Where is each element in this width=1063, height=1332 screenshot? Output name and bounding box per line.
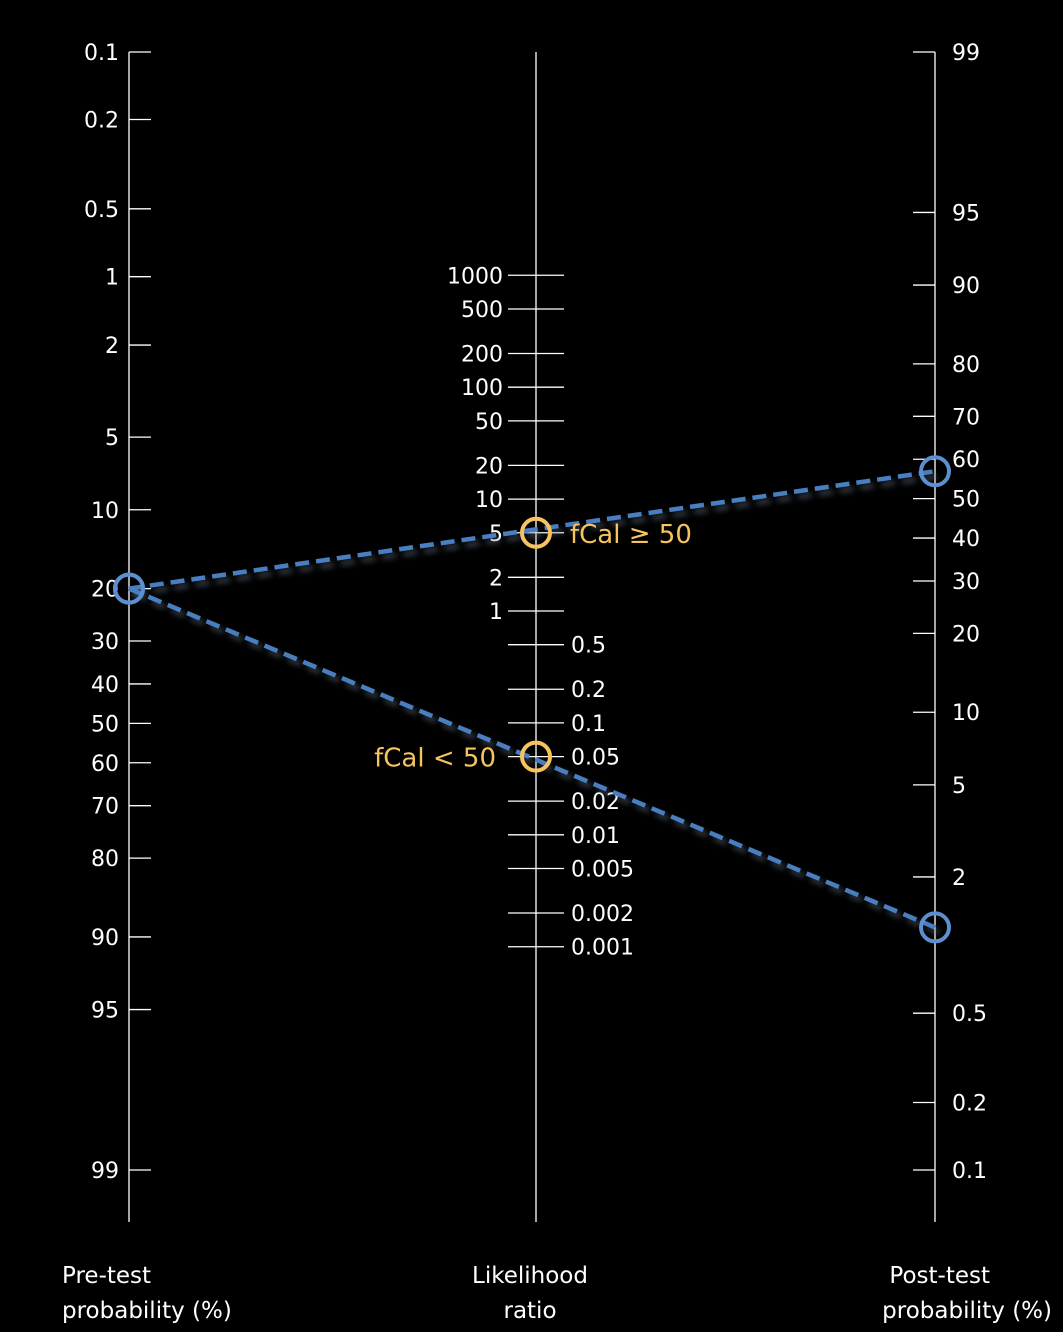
lr-tick-label: 50 (475, 410, 503, 435)
pretest-tick-label: 99 (91, 1159, 119, 1184)
lr-tick-label: 0.05 (571, 746, 620, 771)
series-annotation: fCal ≥ 50 (570, 520, 692, 550)
pretest-tick-label: 50 (91, 712, 119, 737)
lr-tick-label: 100 (461, 376, 503, 401)
posttest-tick-label: 30 (952, 570, 980, 595)
axis-titles-layer: Pre-test probability (%) Likelihood ratio Po… (62, 1263, 1052, 1324)
pretest-axis-title-line: probability (%) (62, 1298, 232, 1324)
lr-axis-title-line: Likelihood (472, 1263, 588, 1289)
posttest-tick-label: 95 (952, 201, 980, 226)
lr-tick-label: 0.005 (571, 858, 634, 883)
posttest-tick-label: 5 (952, 774, 966, 799)
posttest-tick-label: 80 (952, 353, 980, 378)
lr-tick-label: 500 (461, 298, 503, 323)
posttest-point (919, 911, 951, 944)
posttest-tick-label: 2 (952, 866, 966, 891)
posttest-tick-label: 0.2 (952, 1092, 987, 1117)
series-annotation: fCal < 50 (374, 744, 496, 774)
pretest-tick-label: 1 (105, 266, 119, 291)
lr-tick-label: 0.001 (571, 936, 634, 961)
lr-axis-title-line: ratio (503, 1298, 556, 1324)
pretest-tick-label: 80 (91, 847, 119, 872)
lr-tick-label: 0.5 (571, 634, 606, 659)
lr-tick-label: 1 (489, 600, 503, 625)
pretest-tick-label: 95 (91, 999, 119, 1024)
posttest-tick-label: 20 (952, 622, 980, 647)
posttest-tick-label: 99 (952, 41, 980, 66)
pretest-tick-label: 40 (91, 673, 119, 698)
posttest-axis-title-line: probability (%) (882, 1298, 1052, 1324)
pretest-tick-label: 90 (91, 926, 119, 951)
posttest-tick-label: 90 (952, 274, 980, 299)
posttest-tick-label: 10 (952, 701, 980, 726)
posttest-axis-title-line: Post-test (889, 1263, 990, 1289)
posttest-point (919, 455, 951, 488)
posttest-tick-label: 50 (952, 488, 980, 513)
lr-tick-label: 0.002 (571, 902, 634, 927)
lr-tick-label: 0.01 (571, 824, 620, 849)
posttest-tick-label: 40 (952, 527, 980, 552)
result-line (128, 469, 936, 591)
markers-layer (113, 455, 951, 944)
pretest-tick-label: 70 (91, 795, 119, 820)
pretest-tick-label: 30 (91, 630, 119, 655)
pretest-axis-title-line: Pre-test (62, 1263, 151, 1289)
pretest-tick-label: 2 (105, 334, 119, 359)
posttest-tick-label: 0.5 (952, 1002, 987, 1027)
annotations-layer: fCal ≥ 50 fCal < 50 (374, 520, 692, 774)
lr-tick-label: 0.2 (571, 678, 606, 703)
posttest-tick-label: 70 (952, 405, 980, 430)
lr-tick-label: 2 (489, 566, 503, 591)
axes-layer: 0.1 0.2 0.5 1 2 5 10 20 30 40 50 60 70 80 90 95 99 99 95 90… (84, 41, 987, 1222)
posttest-tick-label: 60 (952, 448, 980, 473)
lr-tick-label: 1000 (447, 264, 503, 289)
result-line (128, 586, 936, 930)
lr-point (520, 740, 552, 773)
pretest-tick-label: 10 (91, 499, 119, 524)
pretest-tick-label: 0.5 (84, 198, 119, 223)
posttest-tick-label: 0.1 (952, 1159, 987, 1184)
pretest-tick-label: 60 (91, 752, 119, 777)
lr-tick-label: 20 (475, 454, 503, 479)
pretest-point (113, 572, 145, 605)
lr-tick-label: 10 (475, 488, 503, 513)
pretest-tick-label: 0.1 (84, 41, 119, 66)
pretest-tick-label: 5 (105, 426, 119, 451)
lr-point (520, 516, 552, 549)
lr-tick-label: 0.1 (571, 712, 606, 737)
result-lines-layer (128, 469, 936, 930)
pretest-tick-label: 0.2 (84, 108, 119, 133)
lr-tick-label: 0.02 (571, 790, 620, 815)
lr-tick-label: 200 (461, 342, 503, 367)
